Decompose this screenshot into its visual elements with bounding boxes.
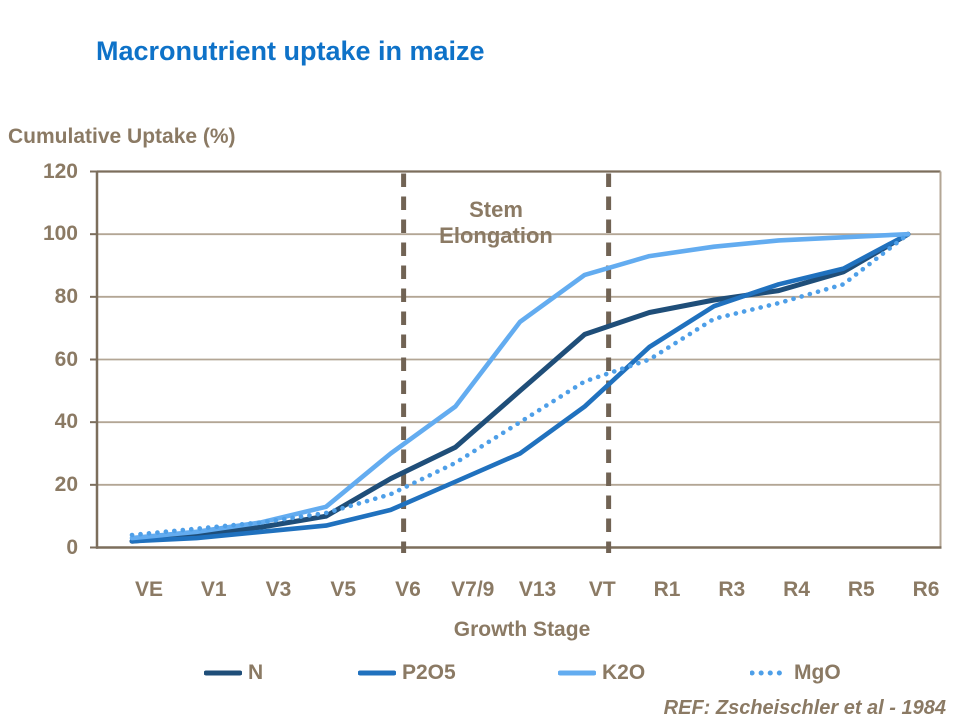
- y-tick-label-20: 20: [54, 472, 78, 496]
- y-tick-label-100: 100: [42, 222, 78, 246]
- y-tick-label-80: 80: [54, 284, 78, 308]
- legend-item-MgO: MgO: [750, 661, 841, 685]
- legend-swatch-N: [204, 670, 242, 676]
- x-stage-label-V3: V3: [265, 578, 292, 601]
- x-stage-label-R3: R3: [718, 578, 746, 601]
- x-stage-label-V1: V1: [200, 578, 227, 601]
- legend-item-N: N: [204, 661, 263, 685]
- page-title: Macronutrient uptake in maize: [96, 36, 485, 66]
- series-line-K2O: [129, 231, 911, 541]
- legend-swatch-K2O: [558, 670, 596, 676]
- x-stage-label-R4: R4: [783, 578, 810, 601]
- series-line-MgO: [129, 231, 911, 538]
- y-tick-label-0: 0: [66, 535, 78, 559]
- x-axis-title: Growth Stage: [453, 618, 591, 641]
- x-stage-label-R1: R1: [653, 578, 681, 601]
- stem-elongation-annotation: Stem Elongation: [439, 197, 553, 248]
- y-tick-label-60: 60: [54, 347, 78, 371]
- x-stage-label-V13: V13: [518, 578, 557, 601]
- y-axis-title: Cumulative Uptake (%): [8, 125, 236, 148]
- reference-citation: REF: Zscheischler et al - 1984: [663, 697, 946, 719]
- x-stage-label-R6: R6: [912, 578, 940, 601]
- x-stage-label-VT: VT: [588, 578, 616, 601]
- series-line-P2O5: [129, 231, 911, 544]
- x-stage-label-R5: R5: [847, 578, 875, 601]
- x-stage-label-V6: V6: [395, 578, 421, 601]
- legend-item-K2O: K2O: [558, 661, 645, 685]
- legend-item-P2O5: P2O5: [358, 661, 456, 685]
- series-line-N: [129, 231, 911, 544]
- legend-label-MgO: MgO: [794, 661, 841, 684]
- legend-swatch-P2O5: [358, 670, 396, 676]
- x-stage-label-VE: VE: [134, 578, 163, 601]
- legend-label-P2O5: P2O5: [402, 661, 456, 684]
- legend-swatch-MgO: [750, 670, 788, 676]
- y-tick-label-120: 120: [42, 159, 78, 183]
- x-stage-label-V5: V5: [330, 578, 357, 601]
- x-stage-label-V7-9: V7/9: [451, 578, 495, 601]
- y-tick-label-40: 40: [54, 410, 78, 434]
- legend-label-N: N: [248, 661, 264, 684]
- legend-label-K2O: K2O: [602, 661, 646, 684]
